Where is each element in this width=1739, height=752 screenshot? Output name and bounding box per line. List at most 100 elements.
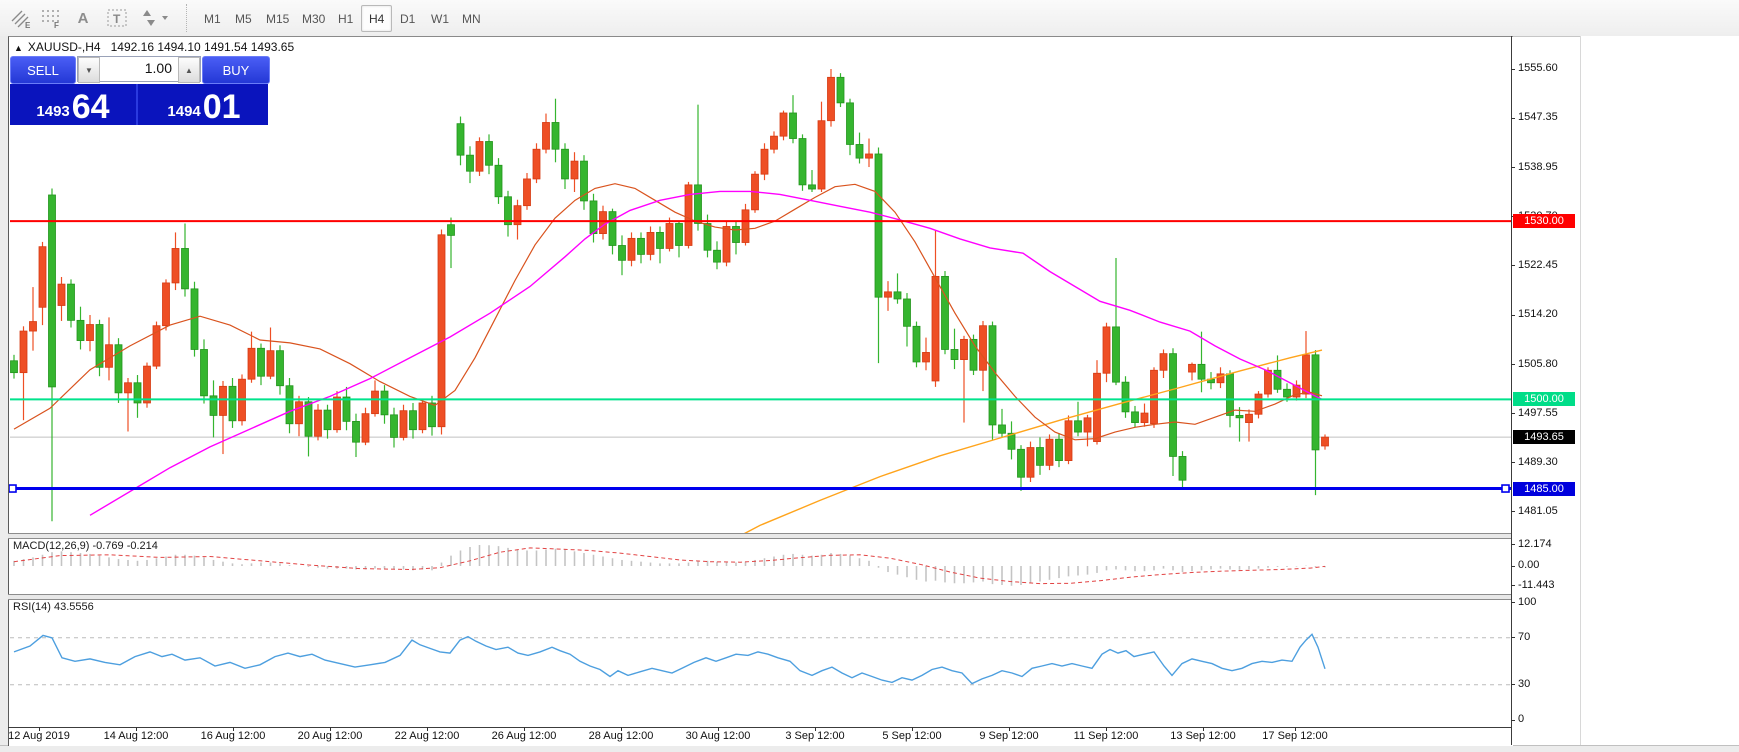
bid-price-big: 64 <box>71 88 110 127</box>
price-tick-1505.80-dash <box>1511 364 1515 366</box>
price-tick-1547.35-dash <box>1511 117 1515 119</box>
time-label-20-Aug-12-00: 20 Aug 12:00 <box>297 730 363 742</box>
right-empty-panel <box>1580 36 1739 745</box>
current-price-flag: 1493.65 <box>1513 430 1575 445</box>
timeframe-button-m30[interactable]: M30 <box>302 11 326 26</box>
time-tick <box>912 727 913 731</box>
rsi-tick-30-dash <box>1511 684 1515 686</box>
rsi-indicator-chart[interactable] <box>9 598 1511 727</box>
macd-panel-splitter[interactable] <box>8 533 1511 539</box>
lower-price-flag: 1485.00 <box>1513 481 1575 496</box>
collapse-triangle-icon[interactable]: ▲ <box>14 43 23 53</box>
time-label-13-Sep-12-00: 13 Sep 12:00 <box>1170 730 1236 742</box>
price-tick-1497.55-dash <box>1511 413 1515 415</box>
price-tick-1481.05-dash <box>1511 511 1515 513</box>
bid-price-small: 1493 <box>36 103 70 120</box>
price-tick-1481.05: 1481.05 <box>1518 504 1558 517</box>
rsi-tick-0: 0 <box>1518 713 1525 725</box>
rsi-panel-splitter[interactable] <box>8 594 1511 600</box>
lot-size-input[interactable]: 1.00 <box>144 60 172 76</box>
text-box-icon[interactable]: T <box>104 5 130 31</box>
ask-price-big: 01 <box>202 88 241 127</box>
svg-text:T: T <box>113 12 121 26</box>
lot-size-spinner: ▼ 1.00 ▲ <box>77 56 201 83</box>
rsi-tick-70: 70 <box>1518 630 1531 643</box>
time-tick <box>718 727 719 731</box>
time-tick <box>39 727 40 731</box>
symbol-period-label: XAUUSD-,H4 <box>27 40 101 54</box>
time-label-14-Aug-12-00: 14 Aug 12:00 <box>103 730 169 742</box>
macd-tick-12.174: 12.174 <box>1518 537 1552 550</box>
main-price-chart[interactable] <box>9 37 1511 533</box>
ask-price-small: 1494 <box>167 103 201 120</box>
timeframe-button-m1[interactable]: M1 <box>204 11 221 26</box>
time-tick <box>1295 727 1296 731</box>
price-tick-1522.45-dash <box>1511 265 1515 267</box>
time-tick <box>524 727 525 731</box>
hatch-tool-e-icon[interactable]: E <box>8 5 34 31</box>
time-axis-border <box>8 727 1512 728</box>
timeframe-button-h4[interactable]: H4 <box>361 5 393 32</box>
resistance-price-flag: 1530.00 <box>1513 214 1575 229</box>
bid-ask-display: 1493 64 1494 01 <box>10 84 268 125</box>
timeframe-button-m5[interactable]: M5 <box>235 11 252 26</box>
price-tick-1489.30: 1489.30 <box>1518 455 1558 468</box>
time-tick <box>233 727 234 731</box>
rsi-tick-30: 30 <box>1518 677 1531 690</box>
time-label-12-Aug-2019: 12 Aug 2019 <box>8 730 70 742</box>
text-label-icon[interactable]: A <box>77 9 89 27</box>
one-click-trade-panel: SELL ▼ 1.00 ▲ BUY 1493 64 1494 01 <box>10 56 270 125</box>
toolbar-separator <box>186 4 192 32</box>
macd-tick--11.443-dash <box>1511 585 1515 587</box>
timeframe-button-m15[interactable]: M15 <box>266 11 290 26</box>
timeframe-button-mn[interactable]: MN <box>462 11 481 26</box>
price-tick-1547.35: 1547.35 <box>1518 111 1558 124</box>
time-tick <box>330 727 331 731</box>
price-tick-1555.60-dash <box>1511 68 1515 70</box>
price-tick-1514.20-dash <box>1511 314 1515 316</box>
timeframe-button-w1[interactable]: W1 <box>431 11 449 26</box>
time-label-28-Aug-12-00: 28 Aug 12:00 <box>588 730 654 742</box>
time-label-9-Sep-12-00: 9 Sep 12:00 <box>979 730 1039 742</box>
time-tick <box>1009 727 1010 731</box>
macd-indicator-chart[interactable] <box>9 537 1511 595</box>
lot-decrease-button[interactable]: ▼ <box>78 57 100 83</box>
price-tick-1489.30-dash <box>1511 462 1515 464</box>
macd-tick--11.443: -11.443 <box>1518 578 1555 591</box>
price-axis-border <box>1511 36 1512 745</box>
timeframe-button-d1[interactable]: D1 <box>400 11 416 26</box>
time-tick <box>815 727 816 731</box>
support-price-flag: 1500.00 <box>1513 392 1575 407</box>
ask-price: 1494 01 <box>140 84 268 125</box>
time-label-5-Sep-12-00: 5 Sep 12:00 <box>882 730 942 742</box>
price-tick-1538.95: 1538.95 <box>1518 160 1558 173</box>
chart-title: ▲ XAUUSD-,H4 1492.16 1494.10 1491.54 1493.… <box>14 40 294 54</box>
time-label-26-Aug-12-00: 26 Aug 12:00 <box>491 730 557 742</box>
time-label-3-Sep-12-00: 3 Sep 12:00 <box>785 730 845 742</box>
sell-button[interactable]: SELL <box>10 56 76 84</box>
time-label-16-Aug-12-00: 16 Aug 12:00 <box>200 730 266 742</box>
time-tick <box>621 727 622 731</box>
time-label-30-Aug-12-00: 30 Aug 12:00 <box>685 730 751 742</box>
time-tick <box>1106 727 1107 731</box>
timeframe-button-h1[interactable]: H1 <box>338 11 354 26</box>
time-tick <box>136 727 137 731</box>
buy-button[interactable]: BUY <box>202 56 270 84</box>
macd-label: MACD(12,26,9) -0.769 -0.214 <box>13 540 158 552</box>
ohlc-values: 1492.16 1494.10 1491.54 1493.65 <box>110 40 295 54</box>
price-tick-1538.95-dash <box>1511 167 1515 169</box>
price-tick-1555.60: 1555.60 <box>1518 62 1558 74</box>
time-tick <box>1203 727 1204 731</box>
chart-area[interactable] <box>8 36 1513 746</box>
macd-tick-12.174-dash <box>1511 544 1515 546</box>
arrange-arrows-icon[interactable] <box>138 5 174 31</box>
time-label-17-Sep-12-00: 17 Sep 12:00 <box>1262 730 1328 742</box>
price-tick-1514.20: 1514.20 <box>1518 308 1558 320</box>
time-label-11-Sep-12-00: 11 Sep 12:00 <box>1073 730 1139 742</box>
lot-increase-button[interactable]: ▲ <box>178 57 200 83</box>
grid-tool-f-icon[interactable]: F <box>38 5 64 31</box>
svg-text:E: E <box>25 21 31 29</box>
rsi-label: RSI(14) 43.5556 <box>13 601 94 613</box>
rsi-tick-70-dash <box>1511 637 1515 639</box>
price-tick-1522.45: 1522.45 <box>1518 258 1558 271</box>
